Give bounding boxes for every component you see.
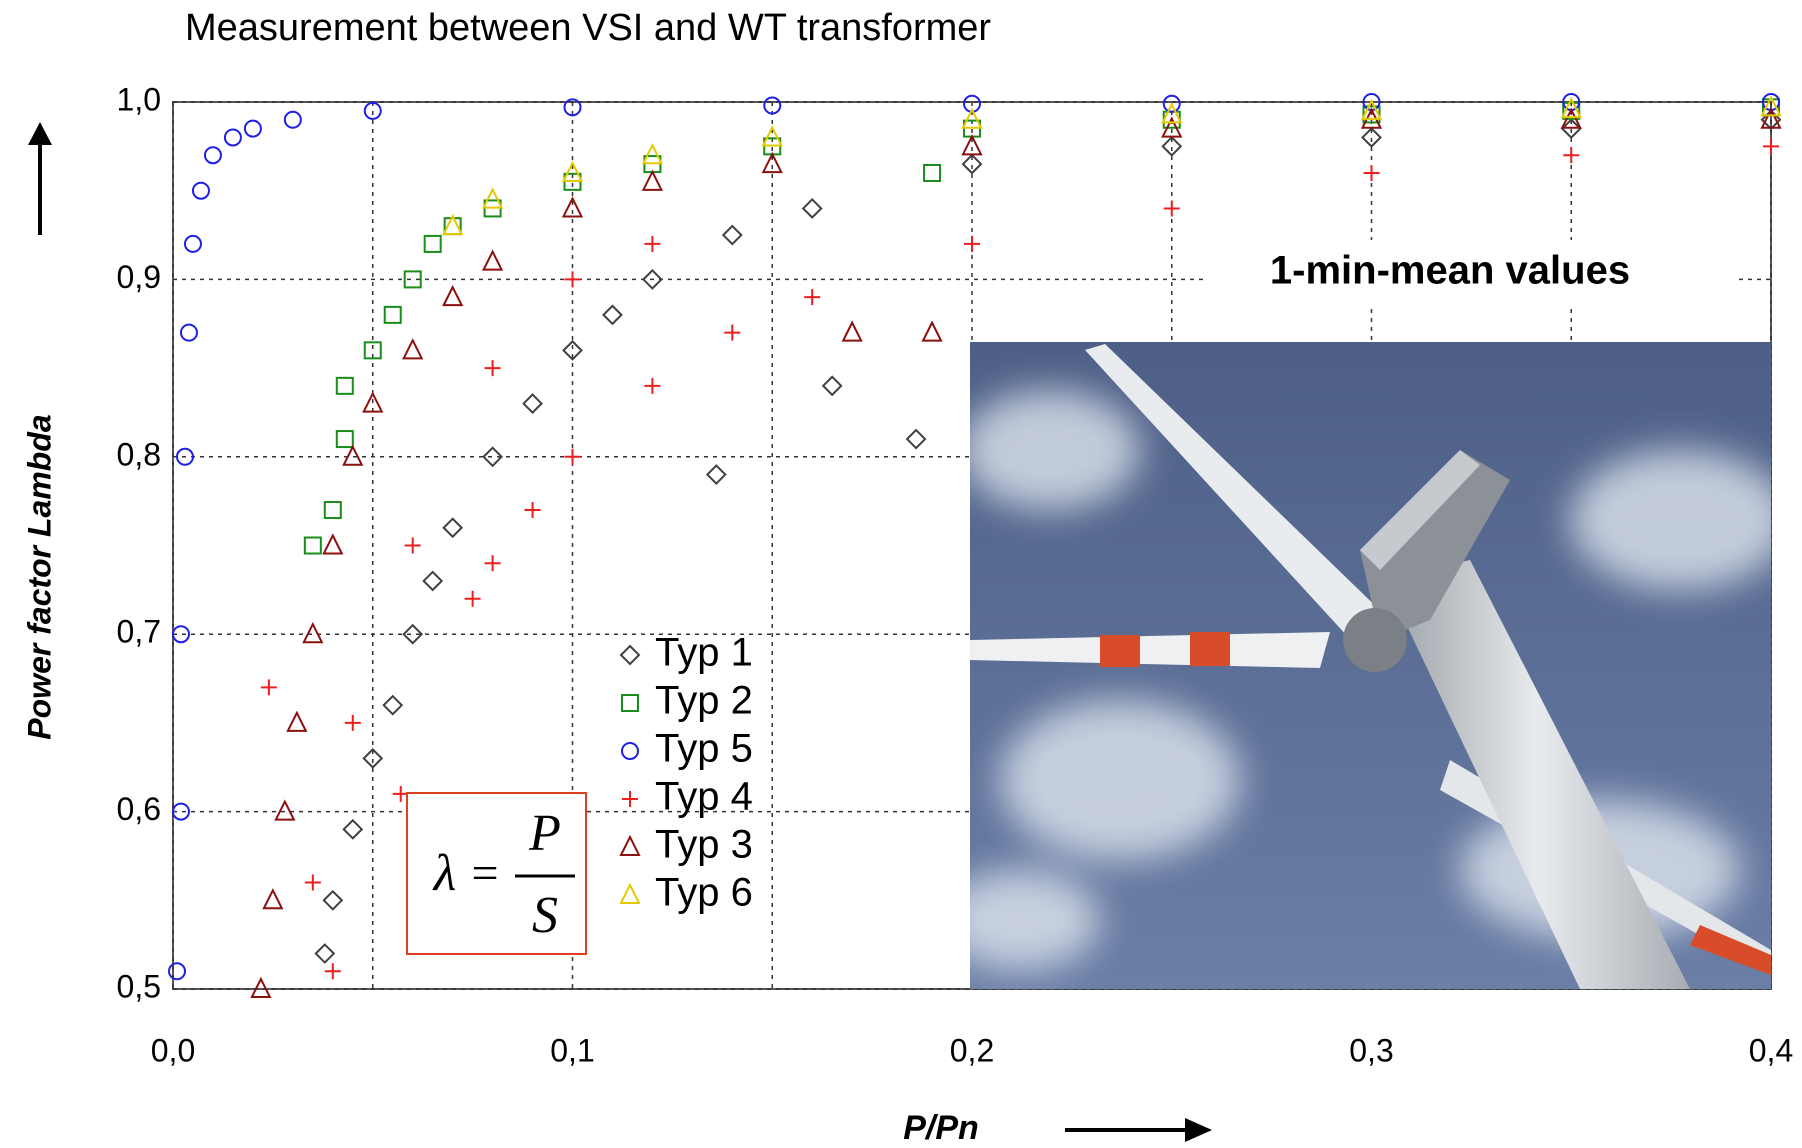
point (425, 236, 441, 252)
point (723, 226, 741, 244)
point (484, 190, 502, 208)
point (1563, 147, 1579, 163)
x-tick-label: 0,3 (1349, 1032, 1393, 1068)
legend-label: Typ 5 (655, 727, 753, 771)
point (344, 820, 362, 838)
point (924, 165, 940, 181)
point (724, 325, 740, 341)
legend-label: Typ 1 (655, 631, 753, 675)
point (1763, 138, 1779, 154)
point (843, 323, 861, 341)
point (444, 287, 462, 305)
point (484, 252, 502, 270)
legend-marker (621, 837, 639, 855)
chart: Measurement between VSI and WT transform… (0, 0, 1802, 1148)
point (261, 679, 277, 695)
point (485, 360, 501, 376)
legend-label: Typ 4 (655, 775, 753, 819)
point (565, 449, 581, 465)
point (803, 199, 821, 217)
x-tick-label: 0,2 (950, 1032, 994, 1068)
point (169, 963, 185, 979)
legend-label: Typ 6 (655, 871, 753, 915)
legend-marker (622, 695, 638, 711)
x-arrow-head (1185, 1118, 1212, 1142)
point (181, 325, 197, 341)
point (643, 172, 661, 190)
point (324, 891, 342, 909)
point (1364, 165, 1380, 181)
point (264, 890, 282, 908)
chart-title: Measurement between VSI and WT transform… (185, 7, 991, 49)
point (644, 378, 660, 394)
legend-marker (621, 885, 639, 903)
point (525, 502, 541, 518)
point (305, 875, 321, 891)
point (305, 538, 321, 554)
point (964, 236, 980, 252)
point (804, 289, 820, 305)
y-tick-label: 0,6 (117, 791, 161, 827)
photo (940, 342, 1790, 989)
annotation: 1-min-mean values (1270, 249, 1630, 293)
point (644, 236, 660, 252)
point (185, 236, 201, 252)
point (337, 378, 353, 394)
formula-denominator: S (532, 887, 558, 944)
point (485, 555, 501, 571)
point (285, 112, 301, 128)
formula-equals: = (471, 847, 498, 900)
point (405, 538, 421, 554)
y-axis-label: Power factor Lambda (21, 414, 57, 739)
point (707, 466, 725, 484)
point (444, 519, 462, 537)
point (404, 340, 422, 358)
x-tick-label: 0,4 (1749, 1032, 1793, 1068)
point (907, 430, 925, 448)
point (385, 307, 401, 323)
legend-marker (621, 646, 639, 664)
point (316, 945, 334, 963)
point (524, 395, 542, 413)
point (225, 129, 241, 145)
point (603, 306, 621, 324)
point (643, 145, 661, 163)
y-tick-label: 0,9 (117, 259, 161, 295)
point (344, 447, 362, 465)
x-tick-label: 0,0 (151, 1032, 195, 1068)
formula-lhs: λ (432, 845, 457, 902)
point (384, 696, 402, 714)
legend-label: Typ 2 (655, 679, 753, 723)
point (923, 323, 941, 341)
y-arrow-head (28, 122, 52, 145)
y-tick-label: 0,5 (117, 968, 161, 1004)
point (193, 183, 209, 199)
point (823, 377, 841, 395)
point (205, 147, 221, 163)
x-axis-label: P/Pn (903, 1109, 979, 1147)
legend-label: Typ 3 (655, 823, 753, 867)
point (337, 431, 353, 447)
y-tick-label: 1,0 (117, 81, 161, 117)
y-tick-label: 0,7 (117, 614, 161, 650)
point (345, 715, 361, 731)
point (1164, 200, 1180, 216)
point (325, 502, 341, 518)
point (424, 572, 442, 590)
legend-marker (622, 743, 638, 759)
legend-marker (622, 791, 638, 807)
point (565, 271, 581, 287)
point (465, 591, 481, 607)
point (276, 802, 294, 820)
point (324, 536, 342, 554)
point (325, 963, 341, 979)
point (304, 624, 322, 642)
y-tick-label: 0,8 (117, 436, 161, 472)
point (288, 713, 306, 731)
x-tick-label: 0,1 (550, 1032, 594, 1068)
point (245, 121, 261, 137)
formula-numerator: P (528, 805, 561, 862)
